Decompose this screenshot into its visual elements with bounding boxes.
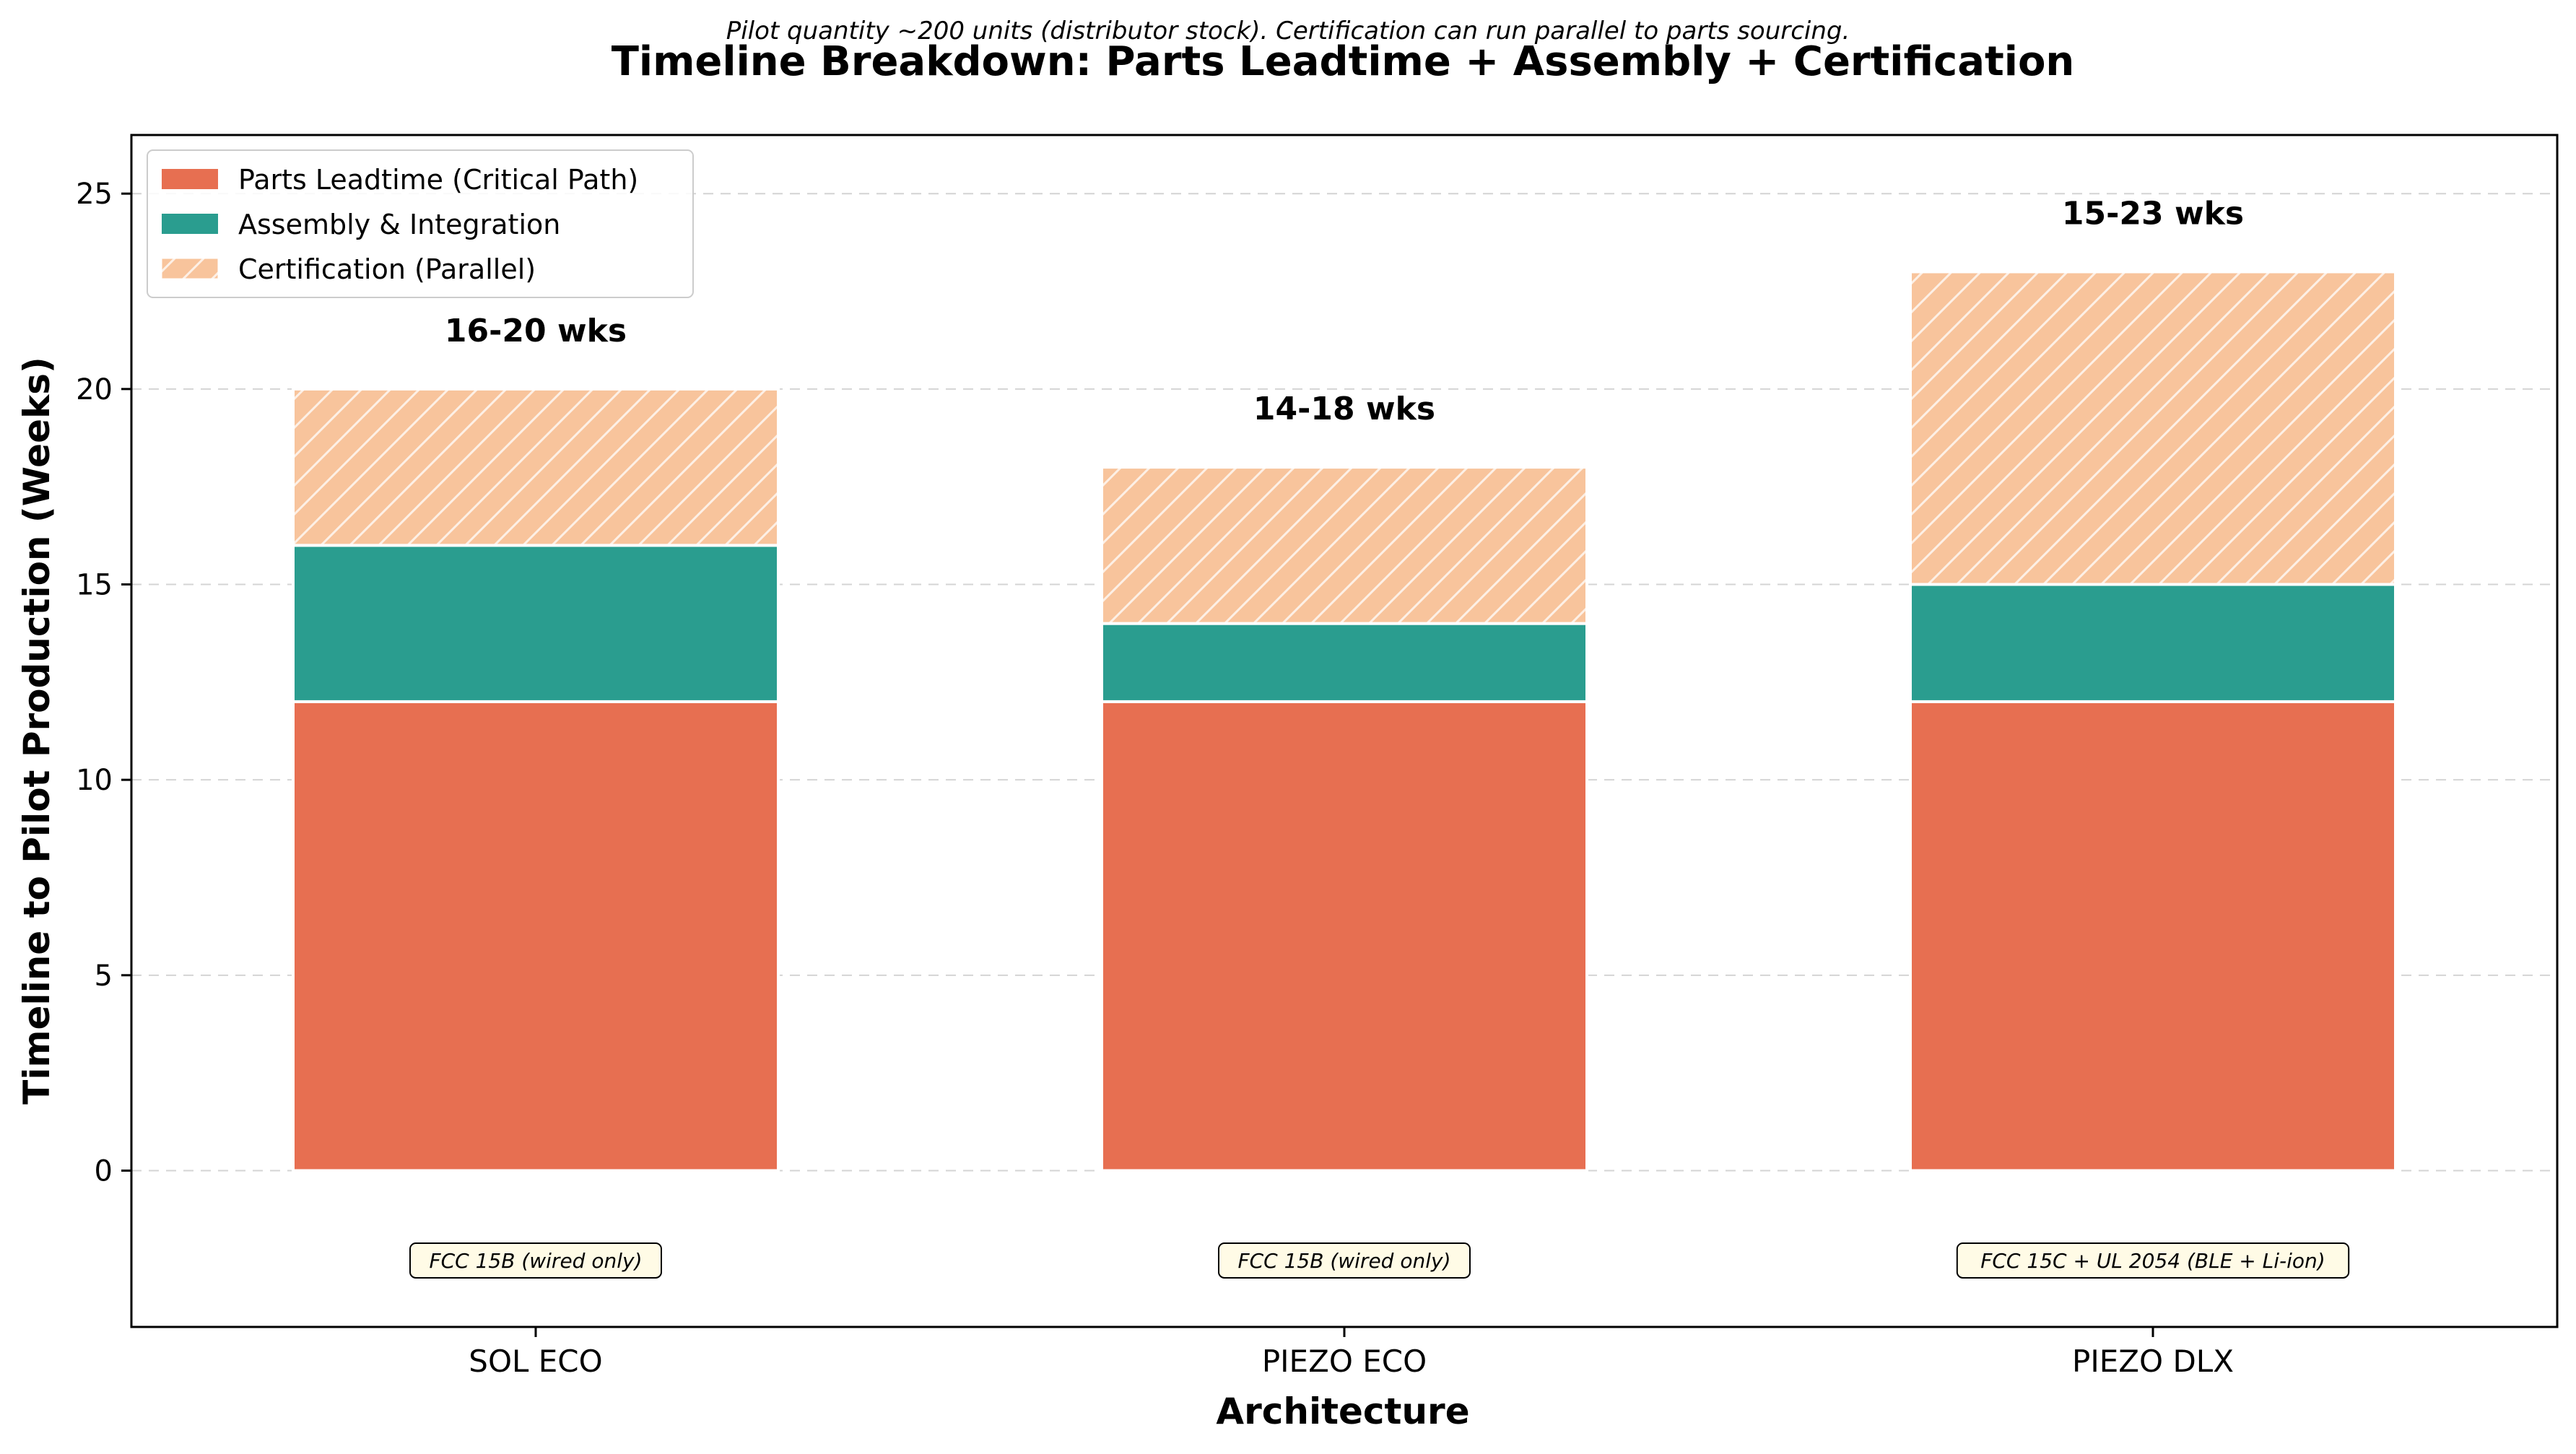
y-tick-label: 15	[76, 569, 113, 602]
bar-segment-3-piezo-dlx	[1909, 270, 2397, 586]
y-tick-label: 25	[76, 178, 113, 211]
legend-label: Parts Leadtime (Critical Path)	[238, 164, 638, 196]
cert-note: FCC 15B (wired only)	[1237, 1249, 1450, 1273]
bar-segment-3-sol-eco	[292, 387, 780, 547]
y-tick-label: 20	[76, 373, 113, 406]
legend: Parts Leadtime (Critical Path) Assembly &…	[147, 149, 694, 298]
x-tick-label: PIEZO ECO	[1262, 1344, 1427, 1379]
y-axis: 0 5 10 15 20 25	[76, 178, 131, 1188]
legend-label: Assembly & Integration	[238, 209, 560, 240]
bars	[292, 270, 2397, 1172]
x-axis: SOL ECO PIEZO ECO PIEZO DLX	[469, 1327, 2234, 1379]
y-tick-label: 0	[95, 1154, 113, 1188]
total-label: 15-23 wks	[2062, 195, 2244, 232]
y-axis-label: Timeline to Pilot Production (Weeks)	[16, 357, 58, 1105]
legend-swatch	[162, 214, 218, 234]
bar-segment-2-piezo-eco	[1100, 622, 1588, 703]
cert-note: FCC 15B (wired only)	[429, 1249, 642, 1273]
legend-swatch	[161, 258, 219, 279]
total-label: 16-20 wks	[445, 313, 627, 349]
cert-note-box	[409, 1242, 662, 1279]
x-tick-label: PIEZO DLX	[2072, 1344, 2234, 1379]
cert-note: FCC 15C + UL 2054 (BLE + Li-ion)	[1980, 1249, 2325, 1273]
y-tick-label: 5	[95, 959, 113, 993]
legend-swatch	[162, 169, 218, 189]
total-label: 14-18 wks	[1253, 391, 1435, 427]
bar-segment-2-piezo-dlx	[1909, 583, 2397, 703]
chart-subtitle: Pilot quantity ~200 units (distributor s…	[726, 17, 1850, 45]
cert-note-box	[1218, 1242, 1471, 1279]
bar-segment-1-sol-eco	[292, 700, 780, 1172]
bar-segment-3-piezo-eco	[1100, 466, 1588, 625]
bar-segment-1-piezo-eco	[1100, 700, 1588, 1172]
y-tick-label: 10	[76, 764, 113, 797]
bar-segment-1-piezo-dlx	[1909, 700, 2397, 1172]
bar-labels: 16-20 wks FCC 15B (wired only) 14-18 wks FC…	[409, 195, 2350, 1279]
bar-segment-2-sol-eco	[292, 544, 780, 703]
legend-box	[147, 149, 694, 298]
cert-note-box	[1956, 1242, 2350, 1279]
x-tick-label: SOL ECO	[469, 1344, 602, 1379]
legend-label: Certification (Parallel)	[238, 253, 536, 285]
x-axis-label: Architecture	[1216, 1390, 1469, 1432]
chart-title: Timeline Breakdown: Parts Leadtime + Ass…	[612, 38, 2075, 85]
